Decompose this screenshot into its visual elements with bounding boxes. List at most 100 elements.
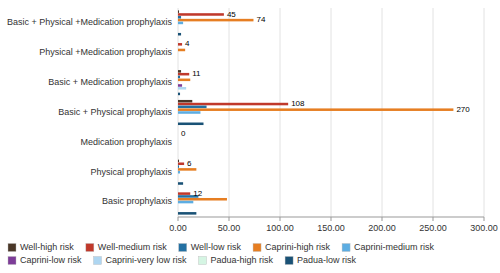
bar bbox=[178, 201, 193, 204]
legend-swatch bbox=[94, 257, 102, 265]
bar bbox=[178, 111, 200, 114]
bar bbox=[178, 54, 179, 57]
legend-label: Well-low risk bbox=[191, 242, 242, 252]
tick-label: 150.00 bbox=[317, 223, 345, 233]
annotation: 4 bbox=[185, 39, 190, 48]
legend-item: Caprini-low risk bbox=[8, 255, 82, 265]
bar bbox=[178, 10, 179, 13]
legend-label: Padua-low risk bbox=[297, 255, 357, 265]
bar bbox=[178, 19, 253, 22]
tick-label: 300.00 bbox=[470, 223, 498, 233]
legend-swatch bbox=[285, 257, 293, 265]
bar bbox=[178, 57, 179, 60]
bar bbox=[178, 81, 179, 84]
bar bbox=[178, 144, 179, 147]
tick-label: 50.00 bbox=[218, 223, 241, 233]
bar bbox=[178, 174, 179, 177]
category-label: Physical prophylaxis bbox=[90, 167, 172, 177]
tick-mark bbox=[178, 217, 179, 221]
bar bbox=[178, 43, 182, 46]
bar bbox=[178, 13, 224, 16]
legend-swatch bbox=[253, 244, 261, 252]
category-label: Basic prophylaxis bbox=[102, 196, 173, 206]
bar bbox=[178, 76, 180, 79]
tick-label: 0.00 bbox=[169, 223, 187, 233]
bar bbox=[178, 33, 181, 36]
bar bbox=[178, 135, 179, 138]
bar bbox=[178, 190, 179, 193]
bar bbox=[178, 84, 182, 87]
tick-mark bbox=[280, 217, 281, 221]
bar bbox=[178, 160, 179, 163]
bar bbox=[178, 147, 179, 150]
bar bbox=[178, 123, 204, 126]
bar bbox=[178, 117, 179, 120]
grid-line bbox=[331, 8, 332, 217]
bar bbox=[178, 206, 179, 209]
legend-label: Caprini-medium risk bbox=[354, 242, 435, 252]
annotation: 0 bbox=[181, 129, 186, 138]
legend-label: Caprini-high risk bbox=[265, 242, 331, 252]
annotation: 270 bbox=[456, 105, 470, 114]
annotation: 74 bbox=[256, 15, 265, 24]
bar bbox=[178, 171, 180, 174]
bar bbox=[178, 60, 179, 63]
grid-line bbox=[382, 8, 383, 217]
bar bbox=[178, 162, 184, 165]
bar bbox=[178, 168, 196, 171]
legend-item: Well-low risk bbox=[179, 242, 242, 252]
annotation: 12 bbox=[193, 189, 202, 198]
bar bbox=[178, 90, 179, 93]
legend-swatch bbox=[179, 244, 187, 252]
bar bbox=[178, 192, 190, 195]
annotation: 108 bbox=[291, 99, 305, 108]
bar bbox=[178, 49, 185, 52]
bar bbox=[178, 30, 179, 33]
bar bbox=[178, 24, 179, 27]
bar bbox=[178, 165, 179, 168]
bar bbox=[178, 103, 288, 106]
bar bbox=[178, 70, 181, 73]
bar bbox=[178, 152, 179, 155]
annotation: 6 bbox=[187, 159, 192, 168]
legend-label: Well-medium risk bbox=[98, 242, 167, 252]
bar bbox=[178, 179, 179, 182]
bar bbox=[178, 40, 179, 43]
legend-item: Caprini-high risk bbox=[253, 242, 331, 252]
bar bbox=[178, 16, 181, 19]
tick-mark bbox=[484, 217, 485, 221]
legend-swatch bbox=[86, 244, 94, 252]
bar bbox=[178, 138, 179, 141]
legend-swatch bbox=[342, 244, 350, 252]
legend-swatch bbox=[8, 257, 16, 265]
tick-mark bbox=[229, 217, 230, 221]
legend-label: Caprini-very low risk bbox=[106, 255, 188, 265]
bar bbox=[178, 79, 190, 82]
annotation: 45 bbox=[227, 10, 236, 19]
legend-item: Well-high risk bbox=[8, 242, 74, 252]
bar bbox=[178, 63, 179, 66]
category-label: Physical +Medication prophylaxis bbox=[39, 47, 172, 57]
legend-label: Caprini-low risk bbox=[20, 255, 82, 265]
bar bbox=[178, 73, 189, 76]
chart: Basic + Physical +Medication prophylaxis… bbox=[0, 0, 500, 273]
bar bbox=[178, 52, 179, 55]
bar bbox=[178, 182, 183, 185]
bar bbox=[178, 106, 207, 109]
bar bbox=[178, 93, 180, 96]
bar bbox=[178, 108, 453, 111]
bar bbox=[178, 141, 179, 144]
bar bbox=[178, 209, 179, 212]
grid-line bbox=[484, 8, 485, 217]
category-label: Basic + Physical prophylaxis bbox=[58, 107, 172, 117]
legend-item: Padua-high risk bbox=[199, 255, 274, 265]
grid-line bbox=[433, 8, 434, 217]
legend-swatch bbox=[199, 257, 207, 265]
bar bbox=[178, 46, 179, 49]
category-label: Medication prophylaxis bbox=[80, 137, 172, 147]
bar bbox=[178, 177, 179, 180]
bar bbox=[178, 114, 179, 117]
grid-line bbox=[280, 8, 281, 217]
bar bbox=[178, 100, 192, 103]
bar bbox=[178, 133, 179, 136]
